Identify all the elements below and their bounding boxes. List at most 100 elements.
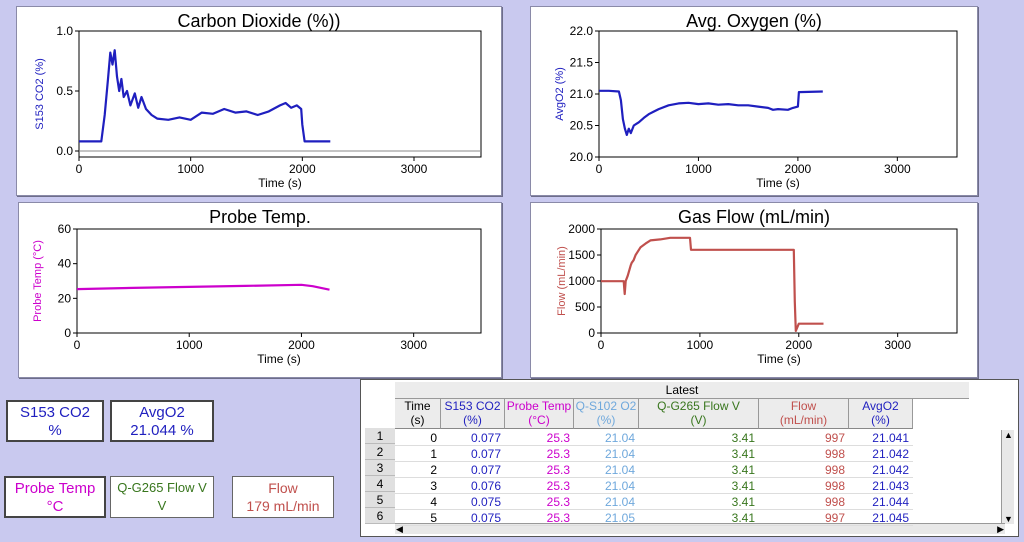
table-cell[interactable]: 0.076: [441, 478, 505, 494]
y-tick-label: 40: [58, 257, 72, 271]
table-cell[interactable]: 0.075: [441, 494, 505, 510]
table-cell[interactable]: 3: [395, 478, 441, 494]
x-tick-label: 2000: [288, 338, 315, 352]
table-cell[interactable]: 0: [395, 430, 441, 446]
table-cell[interactable]: 21.044: [849, 494, 913, 510]
row-number[interactable]: 3: [365, 460, 395, 476]
column-header[interactable]: Flow (mL/min): [759, 399, 849, 429]
table-cell[interactable]: 25.3: [505, 478, 574, 494]
table-cell[interactable]: 21.04: [574, 478, 639, 494]
table-cell[interactable]: 998: [759, 494, 849, 510]
table-cell[interactable]: 2: [395, 462, 441, 478]
oxygen-meter[interactable]: AvgO2 21.044 %: [110, 400, 214, 442]
table-cell[interactable]: 25.3: [505, 462, 574, 478]
table-cell[interactable]: 3.41: [639, 478, 759, 494]
co2-meter[interactable]: S153 CO2 %: [6, 400, 104, 442]
scroll-left-icon[interactable]: ◀: [396, 524, 403, 534]
series-line: [599, 89, 823, 137]
probe-temp-meter[interactable]: Probe Temp °C: [4, 476, 106, 518]
x-tick-label: 0: [596, 162, 603, 176]
column-header[interactable]: Q-S102 O2 (%): [574, 399, 639, 429]
table-cell[interactable]: 21.04: [574, 430, 639, 446]
table-cell[interactable]: 0.077: [441, 462, 505, 478]
table-cell[interactable]: 25.3: [505, 446, 574, 462]
table-cell[interactable]: 998: [759, 478, 849, 494]
row-number[interactable]: 5: [365, 492, 395, 508]
column-header[interactable]: Q-G265 Flow V (V): [639, 399, 759, 429]
column-header-unit: (s): [410, 413, 425, 427]
x-axis-label: Time (s): [257, 352, 301, 366]
gas-flow-chart-panel: Gas Flow (mL/min) 0 1000 2000 3000 0 500 1000 15…: [530, 202, 978, 378]
scroll-down-icon[interactable]: ▼: [1004, 514, 1013, 524]
y-tick-label: 20.5: [570, 119, 594, 133]
table-cell[interactable]: 3.41: [639, 446, 759, 462]
plot-frame: [76, 228, 482, 334]
column-header[interactable]: S153 CO2 (%): [441, 399, 505, 429]
table-cell[interactable]: 998: [759, 462, 849, 478]
horizontal-scrollbar[interactable]: ◀ ▶: [395, 523, 1005, 534]
scroll-right-icon[interactable]: ▶: [997, 524, 1004, 534]
table-cell[interactable]: 0.077: [441, 446, 505, 462]
table-cell[interactable]: 997: [759, 510, 849, 526]
table-cell[interactable]: 21.045: [849, 510, 913, 526]
table-cell[interactable]: 21.04: [574, 462, 639, 478]
row-number[interactable]: 6: [365, 508, 395, 524]
series-line: [601, 236, 824, 333]
table-cell[interactable]: 997: [759, 430, 849, 446]
table-cell[interactable]: 21.041: [849, 430, 913, 446]
x-tick-label: 2000: [289, 162, 316, 176]
table-cell[interactable]: 3.41: [639, 494, 759, 510]
table-cell[interactable]: 5: [395, 510, 441, 526]
table-cell[interactable]: 21.04: [574, 446, 639, 462]
flow-meter[interactable]: Flow 179 mL/min: [232, 476, 334, 518]
plot-frame: [78, 30, 482, 158]
probe-temp-meter-value: °C: [46, 498, 64, 515]
table-cell[interactable]: 1: [395, 446, 441, 462]
chart-title: Gas Flow (mL/min): [678, 207, 830, 227]
y-tick-label: 500: [575, 300, 595, 314]
table-cell[interactable]: 3.41: [639, 510, 759, 526]
plot-frame: [600, 228, 958, 334]
x-tick-label: 3000: [884, 338, 911, 352]
x-tick-label: 3000: [401, 162, 428, 176]
table-cell[interactable]: 21.05: [574, 510, 639, 526]
y-tick-label: 22.0: [570, 24, 594, 38]
table-cell[interactable]: 21.04: [574, 494, 639, 510]
co2-meter-value: %: [48, 422, 62, 439]
table-cell[interactable]: 25.3: [505, 510, 574, 526]
y-tick-label: 60: [58, 222, 72, 236]
column-header[interactable]: Time (s): [395, 399, 441, 429]
row-number[interactable]: 2: [365, 444, 395, 460]
table-cell[interactable]: 25.3: [505, 430, 574, 446]
column-header[interactable]: Probe Temp (°C): [505, 399, 574, 429]
column-header[interactable]: AvgO2 (%): [849, 399, 913, 429]
table-cell[interactable]: 25.3: [505, 494, 574, 510]
row-number[interactable]: 1: [365, 428, 395, 444]
column-header-unit: (mL/min): [779, 413, 828, 427]
table-cell[interactable]: 3.41: [639, 462, 759, 478]
y-tick-label: 1.0: [56, 24, 73, 38]
qg265-meter-value: V: [157, 498, 167, 513]
table-cell[interactable]: 998: [759, 446, 849, 462]
scroll-up-icon[interactable]: ▲: [1004, 430, 1013, 440]
y-axis-label: AvgO2 (%): [554, 67, 566, 121]
row-number[interactable]: 4: [365, 476, 395, 492]
column-header-name: AvgO2: [862, 399, 899, 413]
x-tick-label: 1000: [177, 162, 204, 176]
table-cell[interactable]: 0.075: [441, 510, 505, 526]
column-header-unit: (V): [690, 413, 707, 427]
table-cell[interactable]: 0.077: [441, 430, 505, 446]
vertical-scrollbar[interactable]: ▲ ▼: [1001, 430, 1014, 524]
table-cell[interactable]: 21.043: [849, 478, 913, 494]
x-tick-label: 2000: [785, 162, 812, 176]
table-cell[interactable]: 21.042: [849, 462, 913, 478]
table-cell[interactable]: 3.41: [639, 430, 759, 446]
qg265-meter[interactable]: Q-G265 Flow V V: [110, 476, 214, 518]
y-tick-label: 1500: [568, 248, 595, 262]
table-cell[interactable]: 4: [395, 494, 441, 510]
series-line: [76, 283, 330, 291]
table-cell[interactable]: 21.042: [849, 446, 913, 462]
chart-title: Avg. Oxygen (%): [686, 11, 822, 31]
